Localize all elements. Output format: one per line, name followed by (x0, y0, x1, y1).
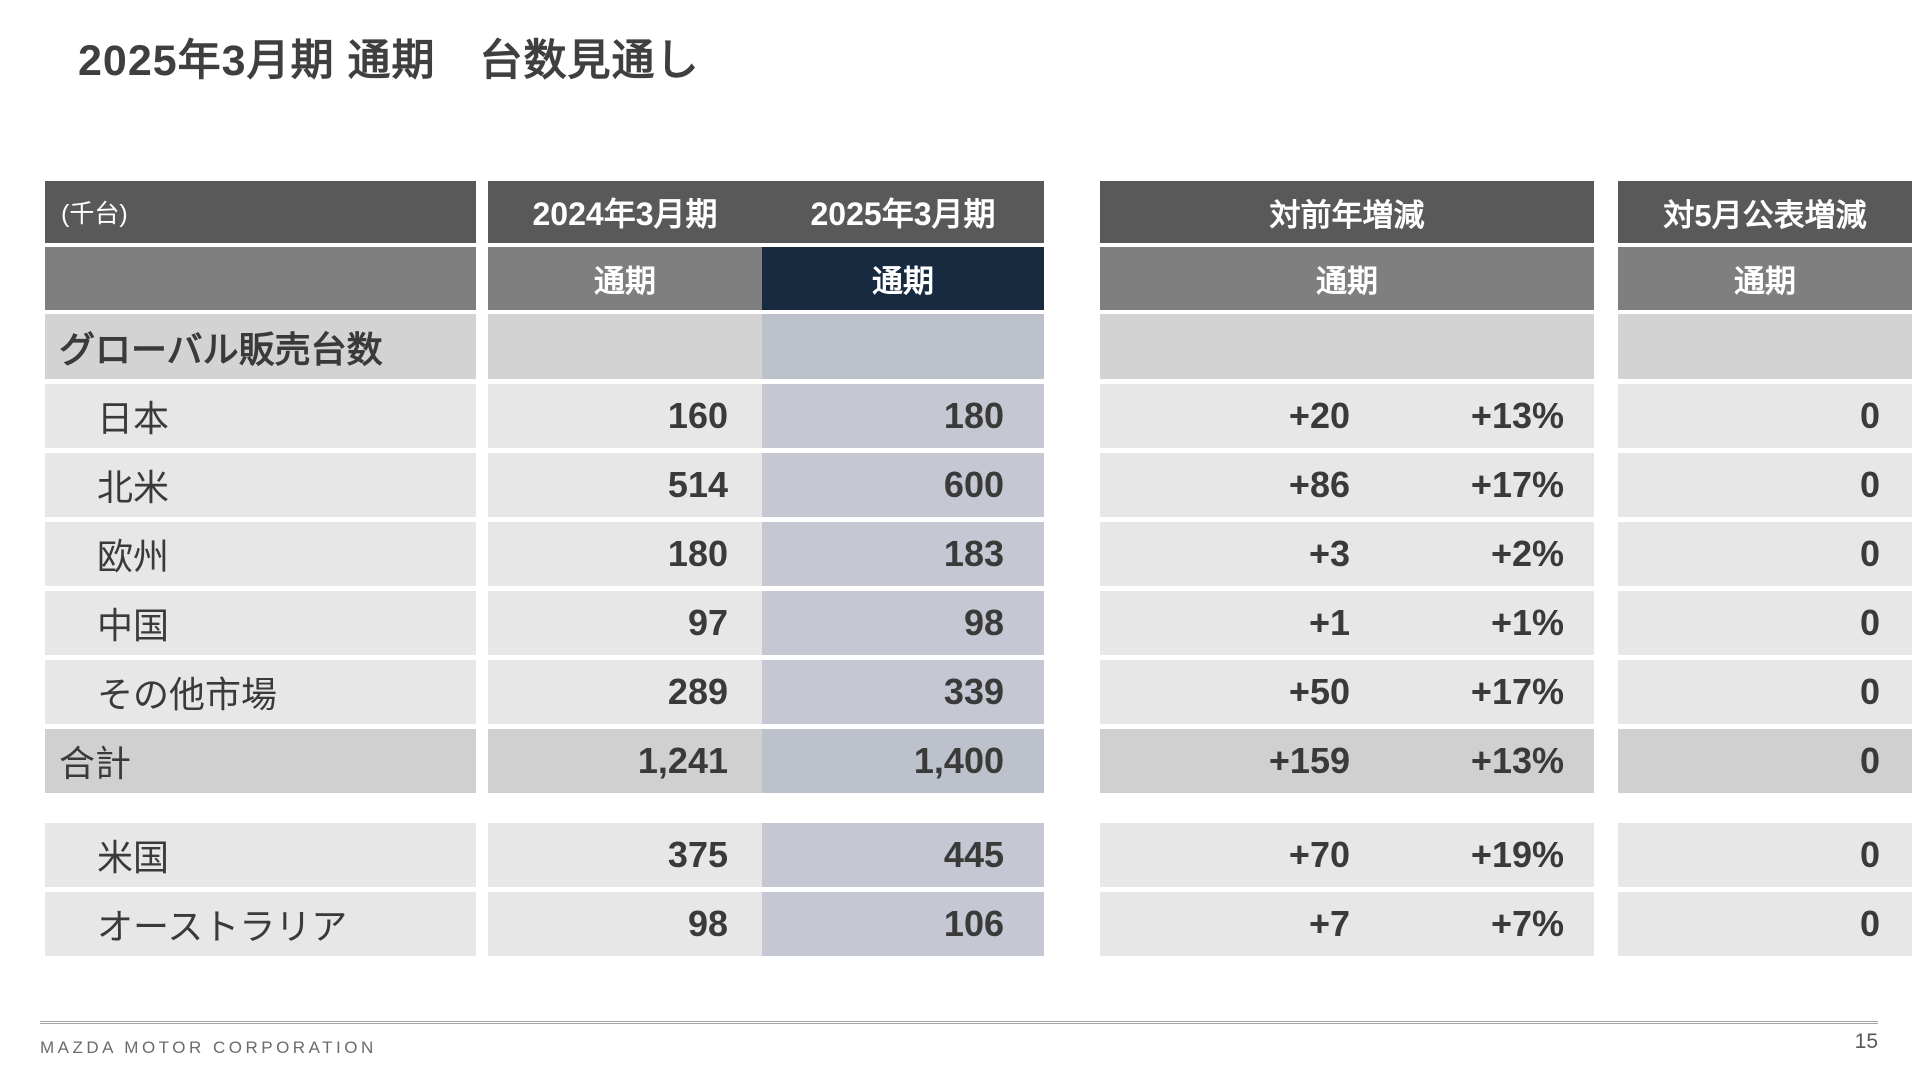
section-fy2025-cell (762, 314, 1044, 379)
fy2025-value: 180 (762, 384, 1044, 448)
yoy-percent: +13% (1470, 395, 1564, 436)
fy2025-value: 339 (762, 660, 1044, 724)
yoy-percent: +1% (1490, 602, 1564, 643)
forecast-table: (千台) 2024年3月期 2025年3月期 対前年増減 対5月公表増減 通期 … (45, 181, 1912, 961)
row-label: オーストラリア (45, 892, 476, 956)
yoy-cell: +20 +13% (1100, 384, 1594, 448)
vs-may-value: 0 (1618, 522, 1912, 586)
section-yoy-cell (1100, 314, 1594, 379)
vs-may-value: 0 (1618, 660, 1912, 724)
footer-company-name: MAZDA MOTOR CORPORATION (40, 1038, 377, 1057)
section-row-global-sales: グローバル販売台数 (45, 314, 1912, 379)
column-header-fy2024: 2024年3月期 (532, 196, 718, 232)
row-label: 北米 (45, 453, 476, 517)
row-label: 米国 (45, 823, 476, 887)
row-label: その他市場 (45, 660, 476, 724)
vs-may-value: 0 (1618, 892, 1912, 956)
table-row-total: 合計 1,241 1,400 +159 +13% 0 (45, 729, 1912, 793)
yoy-cell: +1 +1% (1100, 591, 1594, 655)
yoy-percent: +17% (1470, 671, 1564, 712)
yoy-percent: +19% (1470, 834, 1564, 875)
fy2024-value: 1,241 (488, 729, 762, 793)
section-label: グローバル販売台数 (45, 314, 476, 379)
page-number: 15 (1854, 1030, 1878, 1053)
table-row-north-america: 北米 514 600 +86 +17% 0 (45, 453, 1912, 517)
vs-may-value: 0 (1618, 823, 1912, 887)
table-row-other-markets: その他市場 289 339 +50 +17% 0 (45, 660, 1912, 724)
yoy-value: +70 (1288, 834, 1350, 875)
yoy-value: +1 (1308, 602, 1350, 643)
yoy-cell: +3 +2% (1100, 522, 1594, 586)
subheader-fy2025-full-year: 通期 (762, 247, 1044, 310)
fy2024-value: 514 (488, 453, 762, 517)
footer-divider (40, 1021, 1878, 1024)
yoy-cell: +50 +17% (1100, 660, 1594, 724)
row-label: 合計 (45, 729, 476, 793)
yoy-cell: +7 +7% (1100, 892, 1594, 956)
fy2025-value: 445 (762, 823, 1044, 887)
subheader-yoy-full-year: 通期 (1100, 247, 1594, 310)
section-fy2024-cell (488, 314, 762, 379)
yoy-value: +50 (1288, 671, 1350, 712)
fy2024-value: 160 (488, 384, 762, 448)
table-row-china: 中国 97 98 +1 +1% 0 (45, 591, 1912, 655)
row-label: 中国 (45, 591, 476, 655)
column-header-vs-may: 対5月公表増減 (1618, 181, 1912, 243)
yoy-value: +7 (1308, 903, 1350, 944)
page-title: 2025年3月期 通期 台数見通し (78, 37, 700, 85)
table-row-japan: 日本 160 180 +20 +13% 0 (45, 384, 1912, 448)
yoy-value: +159 (1268, 740, 1350, 781)
fy2025-value: 98 (762, 591, 1044, 655)
table-row-usa: 米国 375 445 +70 +19% 0 (45, 823, 1912, 887)
fy2024-value: 375 (488, 823, 762, 887)
fy2024-value: 180 (488, 522, 762, 586)
row-label: 日本 (45, 384, 476, 448)
vs-may-value: 0 (1618, 729, 1912, 793)
column-header-yoy: 対前年増減 (1100, 181, 1594, 243)
table-header-row-1: (千台) 2024年3月期 2025年3月期 対前年増減 対5月公表増減 (45, 181, 1912, 243)
yoy-percent: +2% (1490, 533, 1564, 574)
fy2025-value: 183 (762, 522, 1044, 586)
fy2024-value: 97 (488, 591, 762, 655)
yoy-value: +3 (1308, 533, 1350, 574)
fy2025-value: 600 (762, 453, 1044, 517)
yoy-cell: +159 +13% (1100, 729, 1594, 793)
fy2025-value: 1,400 (762, 729, 1044, 793)
table-row-europe: 欧州 180 183 +3 +2% 0 (45, 522, 1912, 586)
yoy-value: +86 (1288, 464, 1350, 505)
vs-may-value: 0 (1618, 591, 1912, 655)
yoy-percent: +7% (1490, 903, 1564, 944)
column-header-fy2025: 2025年3月期 (810, 196, 996, 232)
fy2024-value: 98 (488, 892, 762, 956)
table-row-australia: オーストラリア 98 106 +7 +7% 0 (45, 892, 1912, 956)
vs-may-value: 0 (1618, 453, 1912, 517)
section-vs-may-cell (1618, 314, 1912, 379)
fy2024-value: 289 (488, 660, 762, 724)
vs-may-value: 0 (1618, 384, 1912, 448)
yoy-percent: +17% (1470, 464, 1564, 505)
yoy-percent: +13% (1470, 740, 1564, 781)
row-label: 欧州 (45, 522, 476, 586)
fy2025-value: 106 (762, 892, 1044, 956)
fiscal-year-header-group: 2024年3月期 2025年3月期 (488, 181, 1044, 243)
subheader-empty-cell (45, 247, 476, 310)
table-header-row-2: 通期 通期 通期 通期 (45, 247, 1912, 310)
subheader-vs-may-full-year: 通期 (1618, 247, 1912, 310)
yoy-value: +20 (1288, 395, 1350, 436)
yoy-cell: +86 +17% (1100, 453, 1594, 517)
subheader-fy2024-full-year: 通期 (488, 247, 762, 310)
unit-label: (千台) (45, 181, 476, 243)
yoy-cell: +70 +19% (1100, 823, 1594, 887)
